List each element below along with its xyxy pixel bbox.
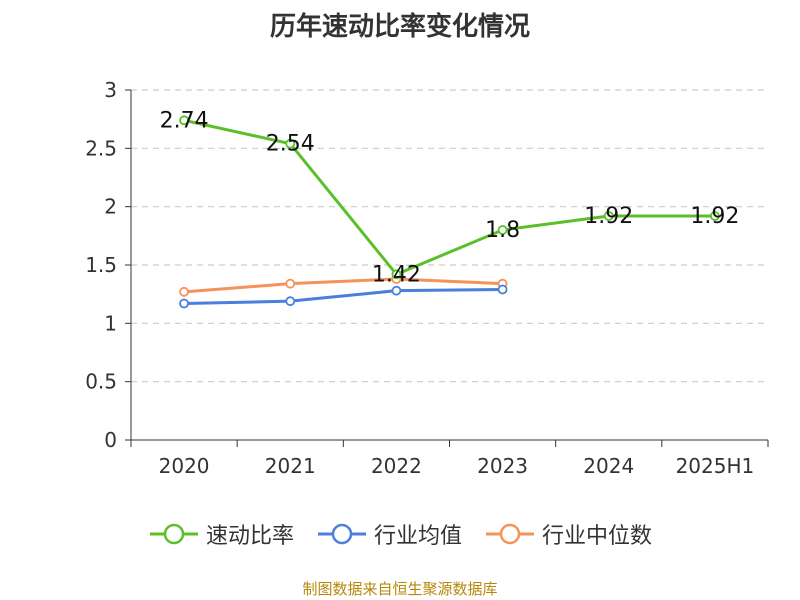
legend: 速动比率 行业均值 行业中位数 xyxy=(0,518,800,550)
x-tick-label: 2022 xyxy=(371,454,422,478)
legend-label: 速动比率 xyxy=(205,524,294,549)
data-label: 2.74 xyxy=(160,108,209,133)
data-label: 1.42 xyxy=(372,262,421,287)
legend-label: 行业均值 xyxy=(373,524,462,549)
y-tick-label: 1.5 xyxy=(85,253,117,277)
y-tick-label: 3 xyxy=(104,78,117,102)
grid-lines xyxy=(131,89,768,383)
chart-title: 历年速动比率变化情况 xyxy=(269,12,530,42)
x-tick-label: 2024 xyxy=(583,454,634,478)
legend-marker-icon xyxy=(149,523,198,545)
source-note: 制图数据来自恒生聚源数据库 xyxy=(302,580,498,598)
series-line-1 xyxy=(184,288,503,305)
axes: 0 0.5 1 1.5 2 2.5 3 2020 2021 2022 2023 2024 2025H1 xyxy=(85,78,769,478)
data-label: 1.92 xyxy=(584,204,633,229)
legend-item[interactable]: 速动比率 xyxy=(148,518,294,550)
x-tick-label: 2021 xyxy=(265,454,316,478)
data-point xyxy=(285,278,296,289)
data-point xyxy=(179,298,189,309)
data-point xyxy=(179,286,189,297)
data-label: 1.8 xyxy=(485,218,520,243)
y-tick-label: 0.5 xyxy=(85,370,117,394)
data-point xyxy=(603,211,614,221)
data-label: 2.54 xyxy=(266,132,315,157)
legend-label: 行业中位数 xyxy=(542,524,653,549)
series-line-2 xyxy=(183,277,503,294)
data-point xyxy=(391,269,402,280)
series-line-0 xyxy=(183,118,715,276)
data-labels: 2.74 2.54 1.42 1.8 1.92 1.92 xyxy=(160,108,740,287)
data-point xyxy=(497,225,508,235)
data-label: 1.92 xyxy=(690,204,739,229)
y-tick-label: 1 xyxy=(104,311,117,335)
y-tick-label: 2 xyxy=(104,195,117,219)
x-tick-label: 2020 xyxy=(159,454,210,478)
y-tick-label: 2.5 xyxy=(85,136,117,160)
data-point xyxy=(285,296,296,307)
data-point xyxy=(391,285,402,296)
data-point xyxy=(179,115,189,126)
y-tick-label: 0 xyxy=(104,428,117,452)
series-lines xyxy=(179,115,720,309)
data-point xyxy=(497,284,508,295)
legend-marker-icon xyxy=(486,523,534,545)
legend-item[interactable]: 行业均值 xyxy=(316,518,462,550)
x-tick-label: 2023 xyxy=(477,454,528,478)
legend-item[interactable]: 行业中位数 xyxy=(484,518,652,550)
data-point xyxy=(710,211,720,221)
data-point xyxy=(285,138,296,149)
legend-marker-icon xyxy=(317,523,366,545)
x-tick-label: 2025H1 xyxy=(676,454,755,478)
